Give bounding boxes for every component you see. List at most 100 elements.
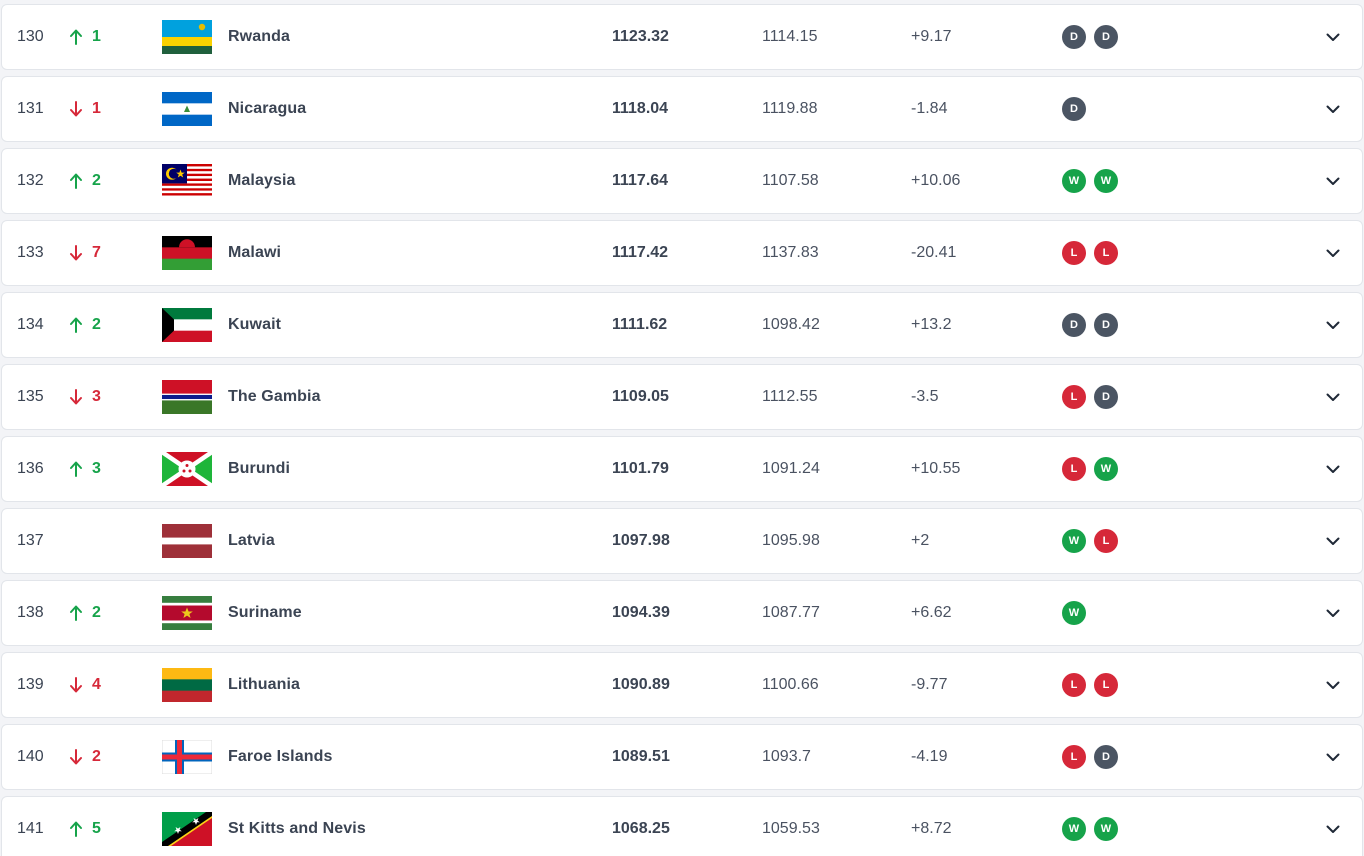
country-name[interactable]: Suriname <box>228 604 302 621</box>
expand-row-button[interactable] <box>1320 5 1346 69</box>
expand-row-button[interactable] <box>1320 365 1346 429</box>
result-badge: W <box>1094 169 1118 193</box>
ranking-row[interactable]: 141 5 St Kitts and Nevis 1068.25 1059.53… <box>1 796 1363 856</box>
country-name[interactable]: Nicaragua <box>228 100 307 117</box>
total-points: 1111.62 <box>612 316 668 333</box>
rank-movement-value: 2 <box>92 748 101 765</box>
rank-movement-value: 1 <box>92 28 101 45</box>
previous-points: 1137.83 <box>762 244 819 261</box>
flag-kuwait-icon <box>162 293 212 357</box>
arrow-down-icon <box>70 677 82 693</box>
expand-row-button[interactable] <box>1320 653 1346 717</box>
country-name[interactable]: St Kitts and Nevis <box>228 820 366 837</box>
expand-row-button[interactable] <box>1320 509 1346 573</box>
chevron-down-icon <box>1326 609 1340 617</box>
previous-points: 1119.88 <box>762 100 818 117</box>
total-points: 1097.98 <box>612 532 670 549</box>
rank-number: 138 <box>17 604 44 621</box>
total-points: 1094.39 <box>612 604 670 621</box>
result-badge: D <box>1094 745 1118 769</box>
points-difference: +10.55 <box>911 460 961 477</box>
rank-number: 141 <box>17 820 44 837</box>
rank-movement: 5 <box>68 797 101 856</box>
expand-row-button[interactable] <box>1320 797 1346 856</box>
previous-points: 1093.7 <box>762 748 811 765</box>
flag-gambia-icon <box>162 365 212 429</box>
points-difference: +6.62 <box>911 604 952 621</box>
country-name[interactable]: Malaysia <box>228 172 296 189</box>
expand-row-button[interactable] <box>1320 581 1346 645</box>
chevron-down-icon <box>1326 465 1340 473</box>
result-badge: L <box>1062 385 1086 409</box>
rank-number: 137 <box>17 532 44 549</box>
ranking-row[interactable]: 131 1 Nicaragua 1118.04 1119.88 -1.84 D <box>1 76 1363 142</box>
expand-row-button[interactable] <box>1320 77 1346 141</box>
rank-movement-value: 7 <box>92 244 101 261</box>
chevron-down-icon <box>1326 393 1340 401</box>
rank-movement-value: 5 <box>92 820 101 837</box>
ranking-row[interactable]: 138 2 Suriname 1094.39 1087.77 +6.62 W <box>1 580 1363 646</box>
arrow-down-icon <box>70 245 82 261</box>
rank-number: 131 <box>17 100 44 117</box>
rank-movement: 3 <box>68 437 101 501</box>
country-name[interactable]: The Gambia <box>228 388 321 405</box>
chevron-down-icon <box>1326 753 1340 761</box>
rank-movement: 4 <box>68 653 101 717</box>
flag-malaysia-icon <box>162 149 212 213</box>
expand-row-button[interactable] <box>1320 437 1346 501</box>
result-badge: W <box>1062 601 1086 625</box>
points-difference: -9.77 <box>911 676 948 693</box>
country-name[interactable]: Faroe Islands <box>228 748 333 765</box>
rank-movement-value: 2 <box>92 604 101 621</box>
total-points: 1123.32 <box>612 28 669 45</box>
rank-movement: 2 <box>68 149 101 213</box>
expand-row-button[interactable] <box>1320 221 1346 285</box>
rank-movement-value: 1 <box>92 100 101 117</box>
chevron-down-icon <box>1326 105 1340 113</box>
rank-movement: 1 <box>68 77 101 141</box>
expand-row-button[interactable] <box>1320 725 1346 789</box>
rank-movement: 3 <box>68 365 101 429</box>
total-points: 1117.64 <box>612 172 669 189</box>
result-badge: D <box>1062 25 1086 49</box>
country-name[interactable]: Burundi <box>228 460 291 477</box>
result-badge: L <box>1062 457 1086 481</box>
rank-number: 133 <box>17 244 44 261</box>
country-name[interactable]: Kuwait <box>228 316 282 333</box>
arrow-down-icon <box>70 749 82 765</box>
ranking-row[interactable]: 140 2 Faroe Islands 1089.51 1093.7 -4.19… <box>1 724 1363 790</box>
result-badge: L <box>1062 673 1086 697</box>
expand-row-button[interactable] <box>1320 149 1346 213</box>
points-difference: -20.41 <box>911 244 957 261</box>
country-name[interactable]: Lithuania <box>228 676 301 693</box>
expand-row-button[interactable] <box>1320 293 1346 357</box>
points-difference: +8.72 <box>911 820 952 837</box>
previous-points: 1098.42 <box>762 316 820 333</box>
recent-results: W <box>1062 581 1086 645</box>
previous-points: 1107.58 <box>762 172 819 189</box>
total-points: 1118.04 <box>612 100 669 117</box>
rank-number: 132 <box>17 172 44 189</box>
country-name[interactable]: Latvia <box>228 532 275 549</box>
arrow-up-icon <box>70 173 82 189</box>
country-name[interactable]: Rwanda <box>228 28 290 45</box>
rank-movement <box>68 509 82 573</box>
result-badge: W <box>1062 169 1086 193</box>
total-points: 1101.79 <box>612 460 669 477</box>
rank-number: 134 <box>17 316 44 333</box>
country-name[interactable]: Malawi <box>228 244 282 261</box>
